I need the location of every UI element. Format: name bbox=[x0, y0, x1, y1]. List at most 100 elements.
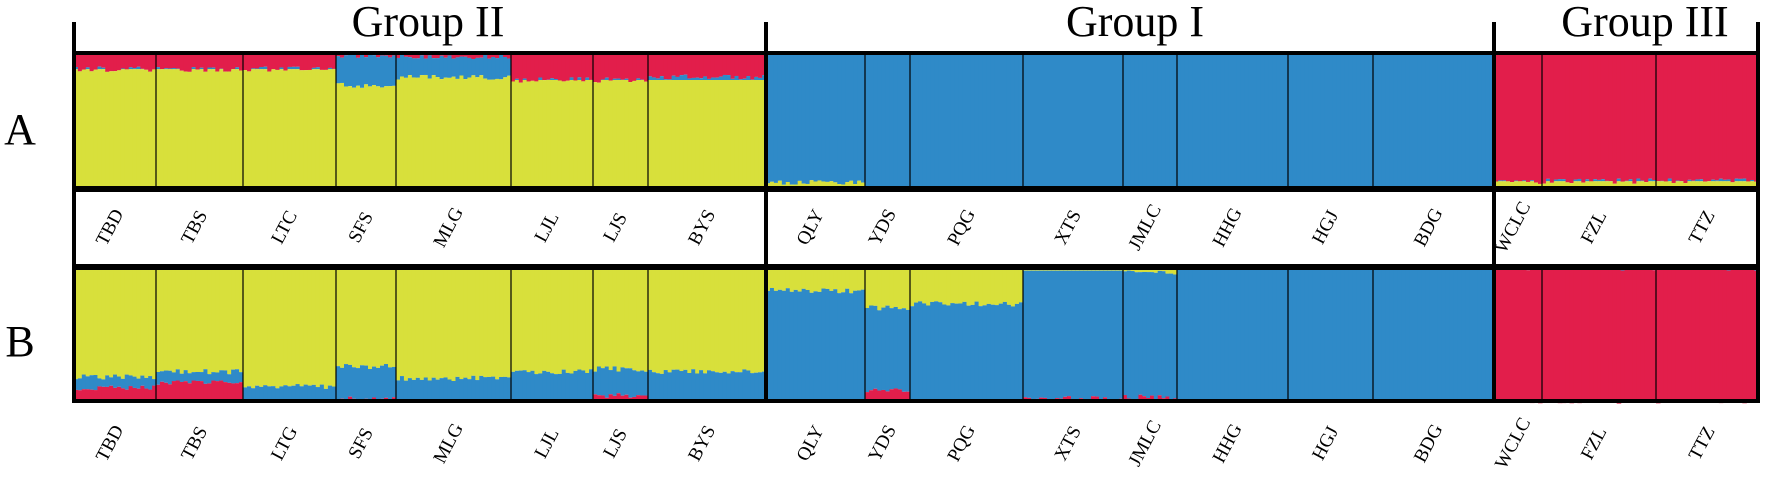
bar-a-tbs-red bbox=[187, 53, 193, 72]
bar-b-tbd-blue bbox=[124, 374, 130, 390]
bar-a-ttz-red bbox=[1714, 53, 1720, 181]
bar-b-bys-yellow bbox=[691, 268, 696, 370]
bar-a-ljs-red bbox=[640, 53, 645, 80]
bar-b-jmlc-yellow bbox=[1173, 268, 1178, 275]
bar-b-bys-blue bbox=[663, 370, 669, 400]
bar-b-ttz-red bbox=[1710, 269, 1716, 401]
bar-b-ljl-yellow bbox=[546, 268, 551, 372]
bar-b-sfs-blue bbox=[352, 367, 357, 399]
bar-a-tbs-yellow bbox=[195, 69, 201, 189]
bar-b-ljs-blue bbox=[596, 366, 602, 396]
bar-b-qly-blue bbox=[829, 290, 834, 401]
bar-a-bdg-blue bbox=[1405, 53, 1410, 188]
bar-a-ttz-yellow bbox=[1695, 181, 1700, 188]
bar-a-hhg-blue bbox=[1244, 53, 1249, 188]
bar-b-sfs-blue bbox=[384, 364, 389, 398]
bar-a-ttz-yellow bbox=[1750, 181, 1755, 188]
bar-b-bys-blue bbox=[746, 370, 751, 400]
bar-a-bys-red bbox=[722, 53, 728, 75]
bar-b-tbs-yellow bbox=[235, 268, 240, 370]
bar-a-qly-blue bbox=[809, 53, 815, 181]
bar-b-hgj-blue bbox=[1352, 268, 1358, 401]
bar-a-hgj-blue bbox=[1364, 53, 1370, 188]
bar-a-mlg-blue bbox=[447, 55, 453, 78]
bar-a-mlg-blue bbox=[499, 54, 504, 80]
bar-a-ttz-red bbox=[1663, 53, 1669, 182]
bar-b-hhg-blue bbox=[1200, 268, 1206, 400]
bar-b-mlg-blue bbox=[419, 379, 425, 400]
bar-a-qly-blue bbox=[769, 53, 775, 182]
bar-a-ljl-yellow bbox=[569, 80, 575, 188]
bar-a-xts-blue bbox=[1091, 53, 1096, 188]
bar-b-pqg-yellow bbox=[1006, 268, 1012, 305]
bar-b-xts-blue bbox=[1059, 270, 1064, 399]
bar-a-bys-red bbox=[710, 53, 716, 78]
bar-b-bdg-blue bbox=[1469, 269, 1475, 401]
bar-b-xts-blue bbox=[1039, 270, 1044, 398]
bar-a-qly-blue bbox=[777, 53, 783, 181]
bar-a-bys-yellow bbox=[738, 80, 743, 188]
bar-b-qly-yellow bbox=[773, 268, 779, 291]
bar-b-hhg-blue bbox=[1220, 268, 1226, 400]
bar-b-ttz-red bbox=[1671, 268, 1677, 402]
bar-a-yds-blue bbox=[877, 53, 882, 188]
bar-b-ljl-blue bbox=[534, 374, 539, 400]
bar-b-sfs-yellow bbox=[376, 268, 381, 368]
bar-b-tbd-red bbox=[113, 387, 118, 401]
bar-a-wclc-blue bbox=[1502, 180, 1507, 182]
bar-b-xts-blue bbox=[1095, 270, 1100, 397]
bar-a-bys-red bbox=[718, 53, 724, 77]
bar-a-sfs-blue bbox=[356, 57, 361, 86]
bar-b-tbd-yellow bbox=[140, 268, 145, 376]
bar-a-pqg-blue bbox=[966, 53, 972, 188]
bar-b-bys-yellow bbox=[699, 268, 704, 371]
bar-b-fzl-red bbox=[1549, 268, 1555, 401]
bar-b-tbs-blue bbox=[207, 374, 212, 384]
bar-a-hgj-blue bbox=[1352, 53, 1358, 188]
bar-a-tbd-red bbox=[116, 53, 122, 71]
bar-b-mlg-blue bbox=[499, 377, 504, 400]
bar-b-bdg-blue bbox=[1437, 269, 1443, 401]
bar-a-ljl-yellow bbox=[530, 80, 536, 189]
population-label-a-pqg: PQG bbox=[943, 205, 980, 249]
bar-a-hhg-blue bbox=[1284, 53, 1289, 188]
bar-a-ttz-blue bbox=[1699, 179, 1704, 182]
bar-b-pqg-yellow bbox=[918, 268, 923, 302]
bar-a-hgj-blue bbox=[1368, 53, 1374, 188]
bar-b-ljs-yellow bbox=[600, 268, 606, 369]
bar-a-mlg-blue bbox=[507, 58, 512, 76]
bar-a-mlg-yellow bbox=[443, 77, 449, 188]
bar-b-ljl-blue bbox=[522, 370, 528, 400]
bar-b-qly-yellow bbox=[801, 268, 807, 289]
bar-b-pqg-blue bbox=[958, 303, 964, 401]
bar-a-hgj-blue bbox=[1316, 53, 1321, 188]
bar-b-tbs-yellow bbox=[179, 268, 185, 374]
bar-a-tbs-blue bbox=[235, 67, 240, 70]
bar-b-ltg-yellow bbox=[323, 268, 329, 389]
bar-b-wclc-red bbox=[1502, 269, 1507, 401]
bar-b-bys-yellow bbox=[671, 268, 677, 370]
bar-b-mlg-yellow bbox=[507, 268, 512, 378]
bar-a-ljs-red bbox=[620, 53, 626, 80]
bar-b-fzl-red bbox=[1542, 268, 1547, 403]
bar-a-bys-red bbox=[651, 53, 657, 78]
bar-b-pqg-blue bbox=[1018, 302, 1024, 401]
bar-a-xts-blue bbox=[1119, 53, 1124, 188]
bar-a-xts-blue bbox=[1083, 53, 1088, 188]
bar-b-yds-yellow bbox=[885, 268, 891, 306]
bar-a-jmlc-blue bbox=[1138, 53, 1143, 188]
bar-b-tbd-red bbox=[140, 385, 145, 401]
bar-b-pqg-blue bbox=[970, 304, 976, 401]
bar-a-sfs-yellow bbox=[384, 86, 389, 188]
bar-a-fzl-blue bbox=[1628, 179, 1634, 182]
population-label-b-bys: BYS bbox=[684, 422, 720, 465]
bar-a-wclc-red bbox=[1530, 53, 1535, 181]
bar-b-ttz-red bbox=[1726, 270, 1732, 401]
bar-a-bys-red bbox=[683, 53, 688, 75]
bar-a-ljl-red bbox=[514, 53, 520, 79]
bar-b-tbs-yellow bbox=[203, 268, 208, 370]
bar-a-qly-blue bbox=[837, 53, 842, 185]
bar-b-yds-red bbox=[905, 391, 911, 401]
bar-a-tbs-red bbox=[219, 53, 224, 69]
bar-b-jmlc-red bbox=[1157, 395, 1163, 401]
